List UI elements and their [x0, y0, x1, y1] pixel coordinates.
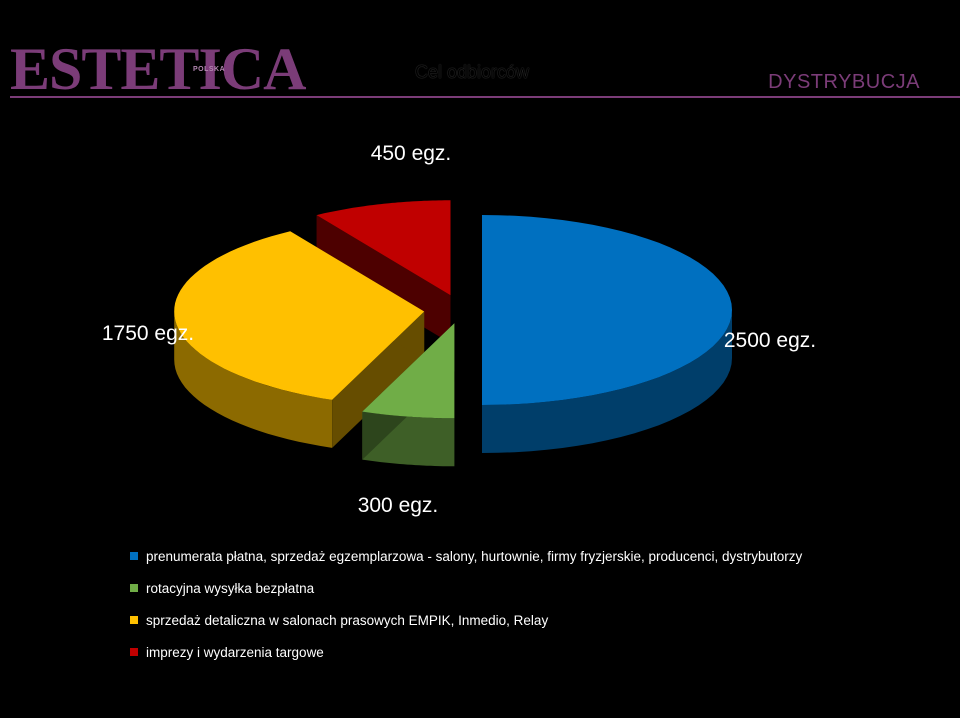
- pie-slice-side: [482, 310, 732, 453]
- legend-swatch: [130, 616, 138, 624]
- pie-slice-1: [362, 323, 455, 467]
- pie-slice-top: [174, 231, 425, 400]
- legend-label: imprezy i wydarzenia targowe: [146, 644, 324, 660]
- legend-swatch: [130, 648, 138, 656]
- logo-subtitle: POLSKA: [193, 66, 226, 73]
- pie-slice-0: [482, 215, 732, 453]
- chart-legend: prenumerata płatna, sprzedaż egzemplarzo…: [130, 540, 802, 668]
- slide-header: ESTETICA POLSKA Cel odbiorców DYSTRYBUCJ…: [0, 0, 960, 100]
- estetica-logo: ESTETICA: [10, 36, 306, 102]
- pie-slice-top: [316, 200, 451, 296]
- legend-item: prenumerata płatna, sprzedaż egzemplarzo…: [130, 540, 802, 572]
- slide-title: Cel odbiorców: [415, 62, 530, 82]
- header-divider: [10, 96, 960, 98]
- pie-slice-top: [482, 215, 732, 405]
- legend-label: prenumerata płatna, sprzedaż egzemplarzo…: [146, 548, 803, 564]
- data-label-3: 450 egz.: [371, 142, 452, 165]
- legend-swatch: [130, 584, 138, 592]
- data-label-1: 300 egz.: [358, 494, 439, 517]
- pie-slice-side: [174, 311, 333, 448]
- pie-chart: 2500 egz. 300 egz. 1750 egz. 450 egz.: [102, 142, 816, 517]
- legend-item: rotacyjna wysyłka bezpłatna: [130, 572, 802, 604]
- legend-item: sprzedaż detaliczna w salonach prasowych…: [130, 604, 802, 636]
- legend-label: rotacyjna wysyłka bezpłatna: [146, 580, 315, 596]
- legend-swatch: [130, 552, 138, 560]
- legend-label: sprzedaż detaliczna w salonach prasowych…: [146, 612, 549, 628]
- data-label-0: 2500 egz.: [724, 329, 816, 352]
- legend-item: imprezy i wydarzenia targowe: [130, 636, 802, 668]
- section-label: DYSTRYBUCJA: [768, 71, 920, 93]
- pie-slice-top: [362, 323, 455, 419]
- pie-slice-2: [174, 231, 425, 448]
- data-label-2: 1750 egz.: [102, 322, 194, 345]
